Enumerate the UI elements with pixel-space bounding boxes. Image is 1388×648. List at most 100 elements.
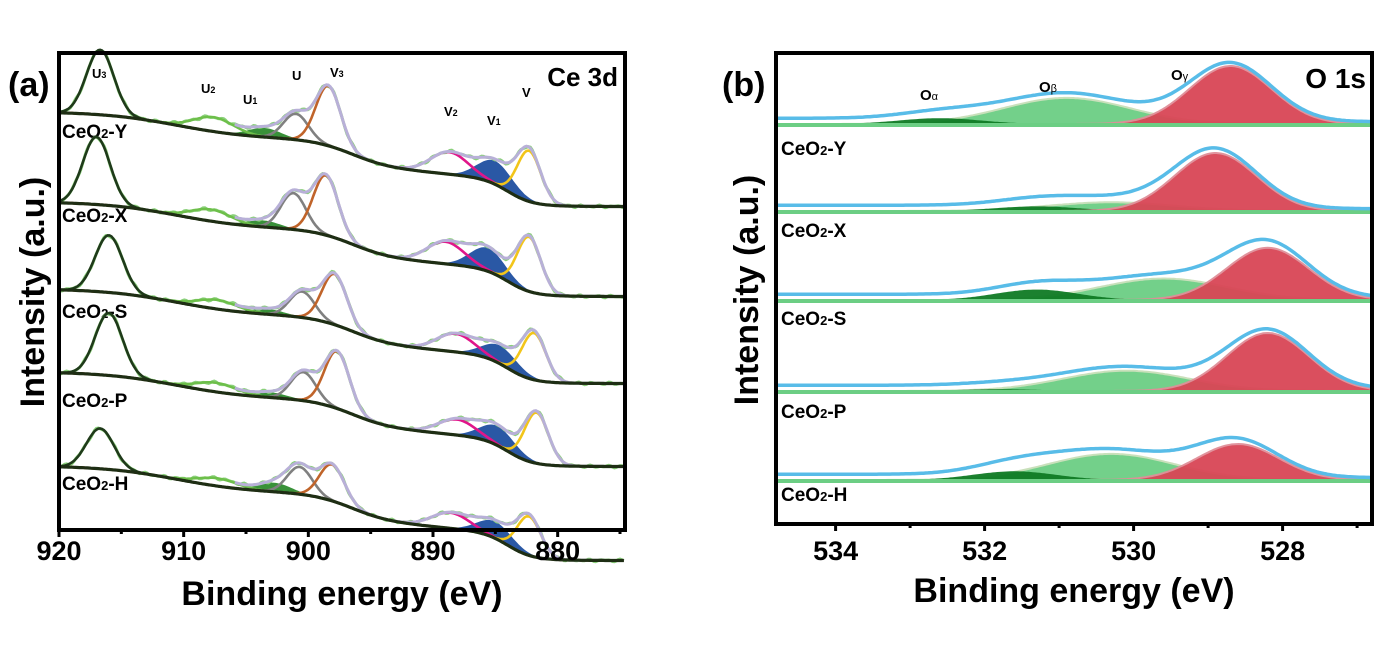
panel-b-title: O 1s: [1305, 63, 1366, 94]
peak-label-main: V: [444, 104, 453, 119]
sample-label-main: CeO: [62, 122, 101, 143]
peak-label-o-1: Oβ: [1039, 79, 1057, 96]
sample-label: CeO2-S: [781, 309, 846, 330]
panel-a-frame: [57, 51, 627, 532]
envelope-line: [234, 172, 624, 298]
sample-label: CeO2-P: [62, 391, 128, 412]
component-v-line: [58, 111, 624, 208]
panel-a-label: (a): [8, 66, 50, 104]
sample-label-main: CeO: [781, 402, 820, 423]
sample-label-suffix: -X: [108, 206, 127, 227]
envelope-line: [776, 60, 1371, 124]
spectrum-ceo2-p: CeO2-P: [776, 327, 1372, 423]
panel-b-label: (b): [722, 66, 765, 104]
component-o-alpha-area: [776, 206, 1371, 211]
envelope-line: [234, 83, 624, 208]
peak-label-v2: V2: [444, 104, 458, 119]
envelope-line: [234, 348, 624, 468]
spectrum-ceo2-y: CeO2-Y: [776, 60, 1372, 160]
peak-label-subscript: 3: [101, 70, 106, 80]
peak-label-subscript: 2: [453, 108, 458, 118]
sample-label-main: CeO: [781, 139, 820, 160]
peak-label-subscript: β: [1051, 83, 1057, 95]
sample-label-subscript: 2: [820, 489, 827, 504]
envelope-line: [776, 237, 1371, 298]
component-v3-line: [58, 173, 624, 298]
peak-label-v: V: [522, 85, 531, 100]
sample-label-subscript: 2: [101, 126, 108, 141]
envelope-line: [776, 435, 1371, 480]
x-tick-label: 910: [161, 536, 206, 566]
component-o-alpha-area: [776, 118, 1371, 124]
peak-label-subscript: 1: [496, 117, 501, 127]
background-line: [58, 465, 624, 563]
spectrum-ceo2-p: CeO2-P: [58, 311, 625, 470]
background-line: [58, 201, 624, 299]
component-u2-line: [58, 371, 624, 468]
sample-label-suffix: -Y: [108, 122, 127, 143]
component-v1-area: [59, 372, 624, 467]
peak-label-subscript: α: [932, 91, 939, 103]
sample-label-suffix: -S: [108, 302, 127, 323]
envelope-line: [234, 461, 624, 562]
peak-label-subscript: 3: [339, 69, 344, 79]
sample-label-suffix: -P: [827, 402, 846, 423]
sample-label-main: CeO: [62, 302, 101, 323]
sample-label: CeO2-S: [62, 302, 127, 323]
sample-label-subscript: 2: [820, 406, 827, 421]
spectrum-ceo2-s: CeO2-S: [58, 234, 624, 387]
component-o-alpha-area: [776, 471, 1371, 480]
x-tick-label: 530: [1111, 536, 1156, 566]
sample-label-main: CeO: [62, 474, 101, 495]
sample-label-subscript: 2: [820, 313, 827, 328]
sample-label-subscript: 2: [101, 395, 108, 410]
x-tick-label: 532: [962, 536, 1007, 566]
peak-label-v3: V3: [330, 65, 344, 80]
spectrum-ceo2-h: CeO2-H: [58, 426, 625, 564]
peak-label-u: U: [292, 68, 301, 83]
sample-label-main: CeO: [62, 391, 101, 412]
envelope-line: [776, 327, 1371, 388]
panel-a-y-axis-label: Intensity (a.u.): [14, 177, 52, 407]
sample-label-suffix: -H: [827, 485, 847, 506]
spectrum-ceo2-s: CeO2-S: [776, 237, 1372, 330]
background-line: [58, 288, 624, 386]
sample-label: CeO2-Y: [781, 139, 847, 160]
panel-b-x-ticks: 534 532 530 528: [813, 524, 1359, 566]
sample-label: CeO2-X: [781, 221, 847, 242]
panel-b-x-axis-label: Binding energy (eV): [913, 572, 1234, 610]
sample-label-subscript: 2: [820, 143, 827, 158]
sample-label-main: CeO: [781, 221, 820, 242]
peak-label-subscript: 2: [210, 85, 215, 95]
sample-label: CeO2-H: [781, 485, 847, 506]
spectrum-ceo2-x: CeO2-X: [58, 135, 624, 300]
component-o-alpha-area: [776, 289, 1371, 300]
peak-label-main: U: [292, 68, 301, 83]
peak-label-main: O: [1171, 67, 1183, 84]
sample-label-main: CeO: [781, 485, 820, 506]
peak-label-subscript: 1: [252, 96, 257, 106]
envelope-line: [776, 146, 1371, 211]
peak-label-o-0: Oα: [920, 87, 939, 104]
spectrum-ceo2-y: CeO2-Y: [58, 48, 625, 210]
x-tick-label: 880: [535, 536, 580, 566]
component-v3-line: [58, 84, 624, 208]
component-v2-line: [58, 371, 624, 468]
peak-label-subscript: γ: [1183, 71, 1189, 83]
component-o-gamma-area: [776, 152, 1371, 212]
sample-label-suffix: -P: [108, 391, 127, 412]
sample-label-subscript: 2: [101, 210, 108, 225]
component-v1-area: [59, 112, 624, 207]
peak-label-u1: U1: [243, 92, 257, 107]
peak-label-main: O: [1039, 79, 1051, 96]
sample-label-subscript: 2: [101, 478, 108, 493]
x-tick-label: 528: [1260, 536, 1305, 566]
peak-label-main: V: [487, 113, 496, 128]
sample-label-suffix: -H: [108, 474, 128, 495]
panel-b-frame: [774, 51, 1374, 526]
